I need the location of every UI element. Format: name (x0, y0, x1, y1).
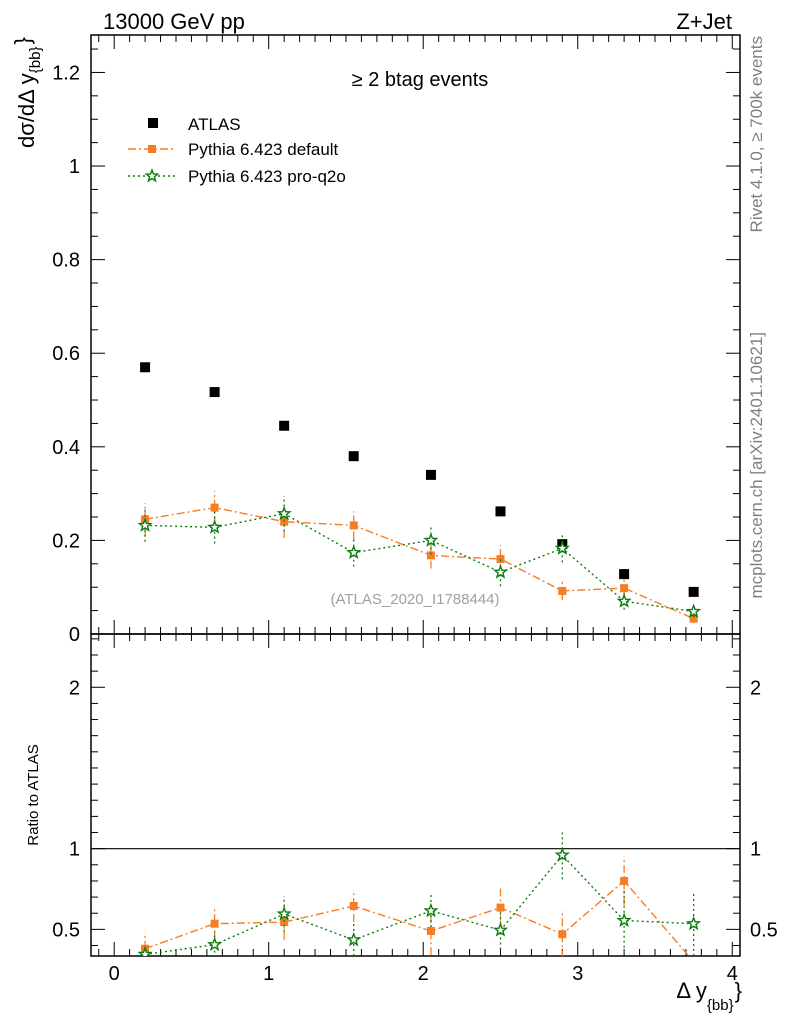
main-y-tick-label: 0.4 (52, 437, 80, 459)
ratio-panel: Ratio to ATLAS Δ y{bb}} 0 1 2 3 4 0.5 0.5 1 1 2 2 (25, 633, 778, 1014)
ratio-series-line (145, 854, 694, 956)
legend-entry-pythia-default: Pythia 6.423 default (128, 140, 339, 159)
ratio-data-point (346, 931, 362, 947)
ratio-data-point (137, 946, 153, 956)
header-right-title: Z+Jet (676, 9, 732, 34)
ratio-data-point (426, 926, 435, 935)
main-data-point (558, 586, 567, 595)
ratio-y-tick-label-right: 0.5 (750, 919, 778, 941)
main-data-point (616, 593, 632, 608)
main-data-point (492, 564, 509, 579)
legend-marker-pythia-default (148, 145, 156, 153)
ratio-series-pythia-6-423-pro-q2o (137, 830, 702, 956)
main-data-point (349, 521, 358, 530)
main-data-point (210, 503, 219, 512)
main-y-tick-label: 0.8 (52, 250, 80, 272)
ratio-series-pythia-6-423-default (141, 856, 698, 966)
ratio-data-point (690, 958, 698, 966)
x-tick-label: 2 (418, 963, 429, 985)
ratio-data-point (686, 915, 702, 931)
main-data-point (140, 362, 151, 373)
main-title: ≥ 2 btag events (352, 69, 489, 91)
ratio-data-point (207, 936, 223, 952)
main-series-pythia-6-423-pro-q2o (137, 495, 702, 619)
ratio-data-point (496, 903, 505, 912)
main-y-tick-label: 0.6 (52, 343, 80, 365)
main-data-point (688, 586, 699, 597)
main-data-point (209, 387, 220, 398)
ratio-data-point (210, 919, 219, 928)
ratio-plot-frame (90, 633, 741, 957)
main-ylabel-main: dσ/dΔ y (14, 73, 39, 148)
xlabel-brace: } (735, 978, 742, 1003)
main-y-tick-label: 1 (69, 156, 80, 178)
main-data-point (620, 584, 629, 593)
legend-label-pythia-default: Pythia 6.423 default (188, 140, 339, 159)
main-panel: ≥ 2 btag events (ATLAS_2020_I1788444) dσ… (10, 34, 741, 646)
ratio-data-point (558, 930, 567, 939)
legend-marker-pythia-proq2o (144, 168, 160, 183)
ratio-series-line (144, 879, 690, 956)
main-data-point (495, 506, 506, 517)
legend-label-pythia-proq2o: Pythia 6.423 pro-q2o (188, 167, 346, 186)
main-data-point (426, 551, 435, 560)
ratio-data-point (280, 918, 289, 927)
ratio-data-point (554, 847, 570, 862)
mcplots-label: mcplots.cern.ch [arXiv:2401.10621] (747, 332, 766, 598)
xlabel-main: Δ y (676, 978, 707, 1003)
watermark: (ATLAS_2020_I1788444) (330, 591, 499, 608)
legend-entry-pythia-proq2o: Pythia 6.423 pro-q2o (128, 167, 346, 186)
xlabel-sub: {bb} (707, 997, 734, 1014)
main-series-line (145, 512, 694, 613)
main-data-point (554, 540, 570, 555)
ratio-y-axis-label: Ratio to ATLAS (25, 744, 42, 845)
main-data-point (280, 517, 289, 526)
legend-marker-atlas (148, 118, 158, 128)
main-y-tick-label: 1.2 (52, 62, 80, 84)
main-data-point (423, 532, 439, 547)
legend: ATLAS Pythia 6.423 default Pythia 6.423 … (128, 115, 346, 186)
legend-entry-atlas: ATLAS (148, 115, 241, 134)
ratio-data-point (349, 901, 358, 910)
x-tick-label: 4 (727, 963, 738, 985)
ratio-y-tick-label-left: 0.5 (52, 919, 80, 941)
main-ylabel-sub: {bb} (27, 47, 44, 74)
main-y-tick-label: 0 (69, 624, 80, 646)
ratio-data-point (616, 912, 632, 927)
main-y-axis-label: dσ/dΔ y{bb}} (10, 37, 44, 148)
x-tick-label: 1 (263, 963, 274, 985)
x-tick-label: 3 (572, 963, 583, 985)
ratio-data-point (423, 902, 439, 918)
svg-text:dσ/dΔ y{bb}}: dσ/dΔ y{bb}} (10, 37, 44, 148)
main-data-point (346, 544, 362, 560)
main-data-point (207, 519, 223, 534)
main-data-point (496, 555, 505, 564)
svg-text:Δ y{bb}}: Δ y{bb}} (676, 978, 742, 1014)
x-axis-label: Δ y{bb}} (676, 978, 742, 1014)
ratio-data-point (276, 906, 292, 921)
rivet-label: Rivet 4.1.0, ≥ 700k events (747, 36, 766, 232)
main-data-point (276, 505, 292, 521)
main-y-tick-label: 0.2 (52, 530, 80, 552)
ratio-y-tick-label-left: 2 (69, 677, 80, 699)
main-data-point (279, 420, 290, 431)
ratio-y-tick-label-right: 1 (750, 839, 761, 861)
ratio-data-point (620, 876, 629, 885)
ratio-y-tick-label-right: 2 (750, 677, 761, 699)
ratio-data-point (492, 922, 509, 937)
main-data-point (619, 569, 630, 580)
ratio-y-tick-label-left: 1 (69, 839, 80, 861)
main-series-atlas (140, 362, 699, 597)
main-data-point (686, 603, 702, 619)
x-tick-label: 0 (109, 963, 120, 985)
main-ylabel-brace: } (10, 37, 35, 44)
main-data-point (348, 451, 359, 462)
legend-label-atlas: ATLAS (188, 115, 241, 134)
header-left-title: 13000 GeV pp (103, 9, 245, 34)
main-data-point (689, 614, 698, 623)
main-data-point (425, 469, 436, 480)
main-data-point (137, 517, 153, 532)
